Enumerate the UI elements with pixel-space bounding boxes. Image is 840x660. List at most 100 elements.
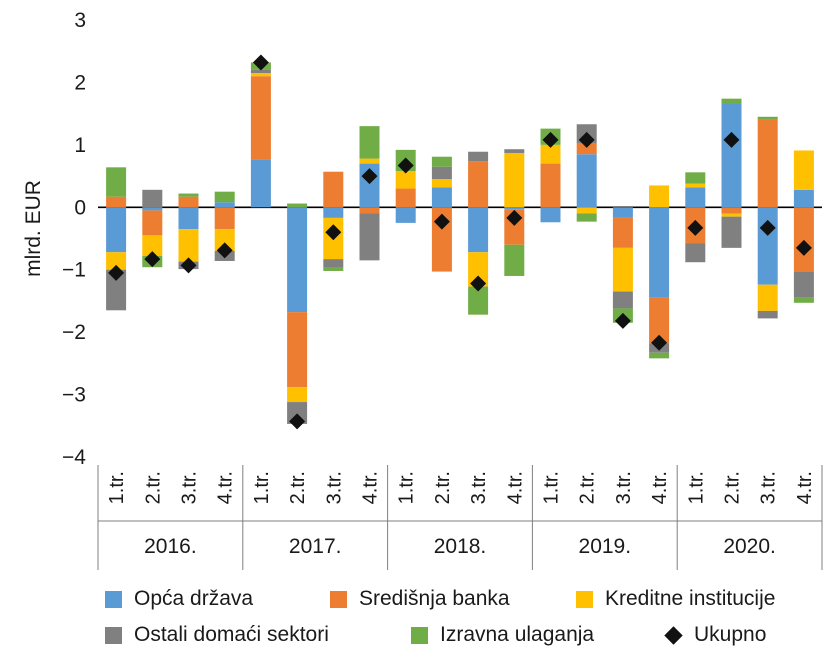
total-marker (506, 209, 523, 226)
legend-item-sredisnja-banka: Središnja banka (330, 586, 510, 612)
total-marker (361, 168, 378, 185)
bar-sredisnja-banka (793, 207, 814, 272)
total-marker (433, 213, 450, 230)
x-tick-label: 3.tr. (613, 471, 635, 504)
legend-swatch-ostali-domaci-sektori (105, 626, 122, 644)
bar-sredisnja-banka (323, 171, 344, 208)
bar-opca-drzava (540, 207, 561, 223)
bar-kreditne-institucije (287, 387, 308, 403)
total-marker (252, 54, 269, 71)
chart: 3 2 1 0 −1 −2 −3 −4 mlrd. EUR 1.tr. 2.tr. 3.tr. 4.tr… (22, 9, 823, 570)
bar-ostali-domaci-sektori (431, 166, 452, 180)
bar-izravna-ulaganja (178, 193, 199, 197)
x-tick-label: 4.tr. (794, 471, 816, 504)
bar-kreditne-institucije (250, 73, 271, 77)
bar-kreditne-institucije (214, 229, 235, 251)
total-marker (578, 131, 595, 148)
bar-kreditne-institucije (142, 235, 163, 256)
bar-izravna-ulaganja (649, 352, 670, 359)
chart-total-markers (108, 54, 812, 430)
bar-kreditne-institucije (106, 252, 127, 270)
bar-ostali-domaci-sektori (685, 243, 706, 263)
y-axis-label: mlrd. EUR (22, 180, 45, 277)
x-tick-label: 1.tr. (541, 471, 563, 504)
bar-izravna-ulaganja (757, 116, 778, 120)
total-marker (651, 334, 668, 351)
x-tick-label: 3.tr. (179, 471, 201, 504)
bar-opca-drzava (142, 207, 163, 211)
diamond-icon (664, 625, 683, 645)
bar-kreditne-institucije (649, 185, 670, 208)
legend-label-ukupno: Ukupno (694, 623, 767, 646)
bar-ostali-domaci-sektori (793, 271, 814, 298)
x-tick-label: 3.tr. (323, 471, 345, 504)
bar-sredisnja-banka (214, 207, 235, 230)
bar-sredisnja-banka (540, 163, 561, 208)
group-label: 2016. (144, 535, 197, 558)
total-marker (289, 413, 306, 430)
bar-izravna-ulaganja (504, 244, 525, 276)
group-label: 2019. (579, 535, 632, 558)
bar-sredisnja-banka (178, 196, 199, 208)
total-marker (216, 242, 233, 259)
x-tick-label: 1.tr. (396, 471, 418, 504)
x-tick-label: 4.tr. (360, 471, 382, 504)
x-tick-label: 2.tr. (722, 471, 744, 504)
total-marker (144, 251, 161, 268)
bar-ostali-domaci-sektori (359, 213, 380, 261)
y-tick-label: 2 (74, 71, 86, 94)
bar-izravna-ulaganja (576, 213, 597, 222)
bar-kreditne-institucije (431, 179, 452, 188)
x-tick-label: 2.tr. (432, 471, 454, 504)
bar-ostali-domaci-sektori (612, 291, 633, 309)
bar-ostali-domaci-sektori (757, 310, 778, 319)
bar-kreditne-institucije (504, 152, 525, 208)
bar-opca-drzava (395, 207, 416, 223)
bar-ostali-domaci-sektori (504, 149, 525, 153)
legend-swatch-opca-drzava (105, 590, 122, 608)
chart-labels: 3 2 1 0 −1 −2 −3 −4 mlrd. EUR 1.tr. 2.tr. 3.tr. 4.tr… (22, 9, 816, 558)
y-tick-label: 0 (74, 196, 86, 219)
bar-kreditne-institucije (757, 284, 778, 311)
x-tick-label: 3.tr. (468, 471, 490, 504)
bar-sredisnja-banka (142, 210, 163, 236)
x-tick-label: 4.tr. (504, 471, 526, 504)
bar-sredisnja-banka (359, 207, 380, 214)
bar-opca-drzava (468, 207, 489, 253)
total-marker (397, 157, 414, 174)
x-tick-label: 2.tr. (577, 471, 599, 504)
x-tick-label: 1.tr. (685, 471, 707, 504)
bar-kreditne-institucije (793, 150, 814, 190)
bar-opca-drzava (323, 207, 344, 218)
bar-izravna-ulaganja (323, 267, 344, 271)
legend-label-izravna-ulaganja: Izravna ulaganja (440, 623, 595, 646)
chart-bars (106, 62, 814, 424)
y-tick-label: −1 (62, 259, 86, 282)
bar-opca-drzava (721, 103, 742, 208)
bar-opca-drzava (685, 187, 706, 208)
bar-opca-drzava (250, 159, 271, 208)
group-label: 2018. (434, 535, 487, 558)
bar-kreditne-institucije (178, 229, 199, 262)
legend-swatch-sredisnja-banka (330, 590, 347, 608)
x-tick-label: 2.tr. (142, 471, 164, 504)
bar-kreditne-institucije (468, 252, 489, 287)
x-tick-label: 2.tr. (287, 471, 309, 504)
bar-izravna-ulaganja (793, 297, 814, 303)
bar-izravna-ulaganja (106, 167, 127, 197)
bar-kreditne-institucije (612, 247, 633, 292)
legend-label-ostali-domaci-sektori: Ostali domaći sektori (134, 623, 329, 646)
legend-label-kreditne-institucije: Kreditne institucije (605, 587, 776, 610)
total-marker (795, 239, 812, 256)
legend-swatch-kreditne-institucije (576, 590, 593, 608)
legend-item-ostali-domaci-sektori: Ostali domaći sektori (105, 622, 329, 648)
bar-sredisnja-banka (649, 297, 670, 344)
bar-opca-drzava (757, 207, 778, 285)
bar-izravna-ulaganja (214, 191, 235, 203)
bar-sredisnja-banka (757, 119, 778, 208)
legend-label-opca-drzava: Opća država (134, 587, 254, 610)
total-marker (759, 219, 776, 236)
bar-izravna-ulaganja (685, 172, 706, 184)
bar-izravna-ulaganja (359, 126, 380, 159)
bar-opca-drzava (287, 207, 308, 313)
